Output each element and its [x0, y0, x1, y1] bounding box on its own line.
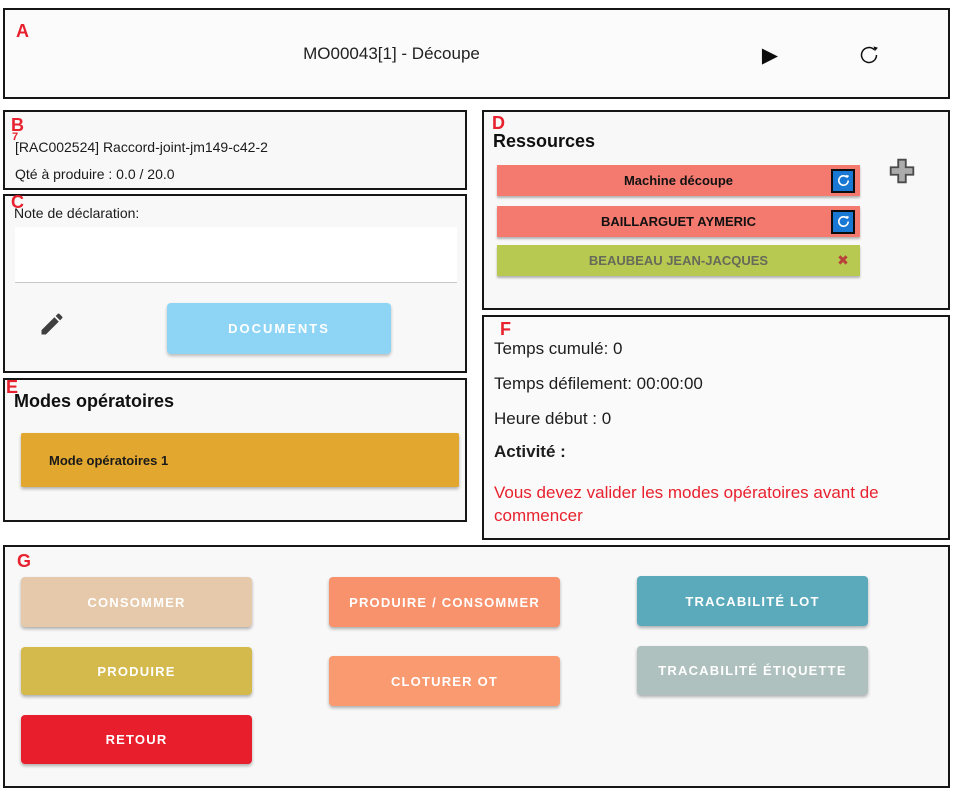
resource-row-machine[interactable]: Machine découpe	[497, 165, 860, 196]
produire-button[interactable]: PRODUIRE	[21, 647, 252, 695]
edit-pencil-icon[interactable]	[38, 310, 66, 338]
resource-row-operator-1[interactable]: BAILLARGUET AYMERIC	[497, 206, 860, 237]
annotation-e: E	[6, 377, 19, 397]
play-icon[interactable]: ▶	[761, 43, 779, 67]
quantity-to-produce: Qté à produire : 0.0 / 20.0	[15, 166, 175, 182]
elapsed-time: Temps défilement: 00:00:00	[494, 374, 703, 393]
operating-mode-item[interactable]: Mode opératoires 1	[21, 433, 459, 487]
note-panel: C Note de déclaration: DOCUMENTS	[3, 192, 467, 373]
sync-icon-glyph	[837, 215, 849, 227]
plus-icon-glyph	[889, 158, 915, 184]
annotation-a: A	[16, 21, 29, 41]
documents-button[interactable]: DOCUMENTS	[167, 303, 391, 354]
retour-button[interactable]: RETOUR	[21, 715, 252, 764]
product-reference: [RAC002524] Raccord-joint-jm149-c42-2	[15, 139, 268, 155]
header-panel: A MO00043[1] - Découpe ▶	[3, 8, 950, 99]
resource-name: BAILLARGUET AYMERIC	[600, 214, 757, 229]
validation-warning: Vous devez valider les modes opératoires…	[494, 483, 879, 525]
resource-row-operator-2[interactable]: BEAUBEAU JEAN-JACQUES ✖	[497, 245, 860, 276]
annotation-c: C	[11, 192, 24, 212]
consommer-button[interactable]: CONSOMMER	[21, 577, 252, 627]
annotation-b: B	[11, 115, 24, 135]
tracabilite-etiquette-button[interactable]: TRACABILITÉ ÉTIQUETTE	[637, 646, 868, 695]
resource-name: BEAUBEAU JEAN-JACQUES	[588, 253, 769, 268]
workorder-title: MO00043[1] - Découpe	[303, 44, 480, 63]
cloturer-ot-button[interactable]: CLOTURER OT	[329, 656, 560, 706]
produire-consommer-button[interactable]: PRODUIRE / CONSOMMER	[329, 577, 560, 627]
resources-title: Ressources	[493, 131, 596, 151]
add-resource-plus-icon[interactable]	[888, 157, 916, 185]
annotation-f: F	[500, 319, 511, 339]
sync-icon[interactable]	[831, 209, 855, 234]
pencil-icon-glyph	[41, 313, 63, 335]
remove-x-icon[interactable]: ✖	[837, 252, 849, 268]
resources-panel: D Ressources Machine découpe BAILLARGUET…	[482, 110, 950, 310]
activity-panel: F Temps cumulé: 0 Temps défilement: 00:0…	[482, 315, 950, 540]
start-time: Heure début : 0	[494, 409, 612, 428]
activity-label: Activité :	[494, 442, 566, 461]
annotation-d: D	[492, 113, 505, 133]
refresh-icon[interactable]	[856, 42, 882, 68]
operating-modes-title: Modes opératoires	[14, 391, 175, 411]
resource-name: Machine découpe	[623, 173, 734, 188]
annotation-g: G	[17, 551, 32, 571]
cumulated-time: Temps cumulé: 0	[494, 339, 623, 358]
annotation-b-sub: 7	[12, 131, 19, 143]
note-input[interactable]	[15, 227, 457, 283]
product-panel: B 7 [RAC002524] Raccord-joint-jm149-c42-…	[3, 110, 467, 190]
sync-icon-glyph	[837, 174, 849, 186]
operating-modes-panel: E Modes opératoires Mode opératoires 1	[3, 378, 467, 522]
refresh-icon-glyph	[860, 46, 878, 64]
note-label: Note de déclaration:	[14, 205, 140, 221]
actions-panel: G CONSOMMER PRODUIRE / CONSOMMER TRACABI…	[3, 545, 950, 788]
sync-icon[interactable]	[831, 168, 855, 193]
tracabilite-lot-button[interactable]: TRACABILITÉ LOT	[637, 576, 868, 626]
